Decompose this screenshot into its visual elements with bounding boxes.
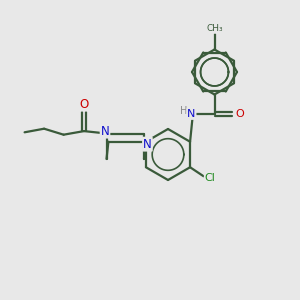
Text: N: N	[100, 124, 109, 138]
Text: H: H	[180, 106, 187, 116]
Text: N: N	[143, 138, 152, 151]
Text: N: N	[187, 109, 196, 119]
Text: O: O	[235, 109, 244, 119]
Text: O: O	[80, 98, 88, 111]
Text: CH₃: CH₃	[206, 24, 223, 33]
Text: Cl: Cl	[205, 173, 216, 183]
